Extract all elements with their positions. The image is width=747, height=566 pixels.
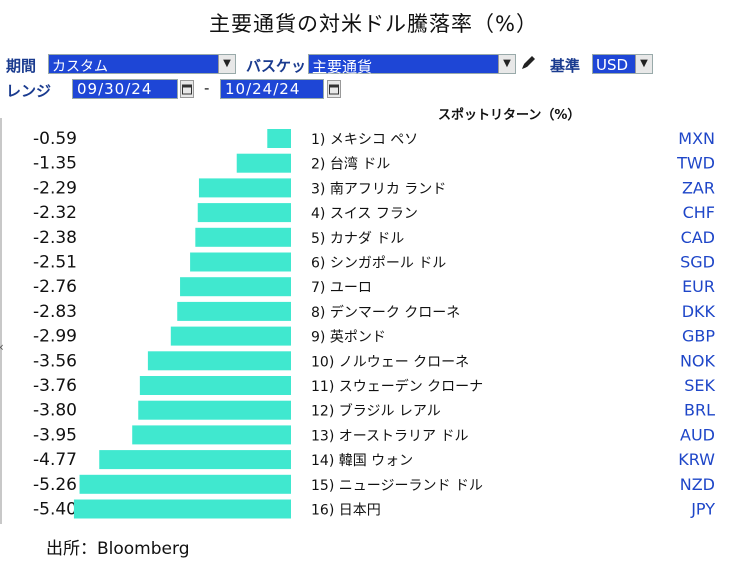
category-label: 12) ブラジル レアル: [311, 403, 441, 420]
currency-code: JPY: [690, 500, 715, 519]
category-label: 10) ノルウェー クローネ: [311, 354, 469, 370]
value-label: -2.51: [33, 253, 77, 273]
value-label: -1.35: [33, 154, 77, 174]
scroll-edge: [0, 118, 2, 524]
category-label: 9) 英ポンド: [311, 329, 386, 346]
bar: [197, 203, 291, 223]
calendar-icon[interactable]: [180, 80, 194, 98]
bar: [236, 153, 291, 173]
currency-code: SEK: [684, 376, 715, 395]
column-header: スポットリターン（%）: [438, 108, 581, 123]
base-currency-dropdown[interactable]: USD ▼: [592, 54, 653, 74]
currency-code: AUD: [680, 425, 715, 444]
currency-code: TWD: [676, 154, 715, 173]
range-label: レンジ: [6, 82, 52, 100]
basket-dropdown[interactable]: 主要通貨 ▼: [308, 54, 516, 76]
category-label: 7) ユーロ: [311, 280, 372, 296]
value-label: -2.99: [33, 327, 77, 347]
end-date-value: 10/24/24: [225, 80, 301, 98]
bar: [73, 499, 291, 519]
bar: [190, 252, 291, 272]
currency-code: CHF: [683, 203, 715, 222]
category-label: 16) 日本円: [311, 503, 381, 519]
category-label: 6) シンガポール ドル: [311, 256, 446, 272]
base-label: 基準: [550, 57, 581, 75]
category-label: 2) 台湾 ドル: [311, 156, 390, 173]
period-dropdown[interactable]: カスタム ▼: [48, 54, 236, 75]
start-date-value: 09/30/24: [77, 80, 153, 98]
value-label: -4.77: [33, 450, 77, 470]
currency-code: KRW: [678, 450, 715, 469]
chevron-down-icon[interactable]: ▼: [218, 55, 235, 73]
bar: [139, 376, 291, 395]
period-value: カスタム: [52, 59, 108, 75]
currency-code: NZD: [680, 475, 715, 494]
currency-code: NOK: [680, 351, 716, 370]
category-label: 14) 韓国 ウォン: [311, 453, 413, 469]
basket-value: 主要通貨: [312, 58, 373, 76]
value-label: -2.83: [33, 302, 77, 322]
period-label: 期間: [6, 57, 37, 75]
bar: [267, 129, 291, 148]
bar: [170, 326, 291, 346]
value-label: -2.32: [33, 203, 77, 223]
category-label: 8) デンマーク クローネ: [311, 304, 460, 321]
bar: [195, 227, 291, 247]
start-date-input[interactable]: 09/30/24: [72, 79, 178, 99]
currency-code: SGD: [680, 253, 715, 272]
bar-chart: -0.59 1) メキシコ ペソ MXN -1.35 2) 台湾 ドル TWD -2.29 3…: [33, 129, 716, 520]
chevron-down-icon[interactable]: ▼: [498, 55, 515, 73]
calendar-icon[interactable]: [327, 80, 341, 98]
value-label: -0.59: [33, 129, 77, 149]
category-label: 13) オーストラリア ドル: [311, 428, 468, 444]
category-label: 4) スイス フラン: [311, 206, 418, 222]
value-label: -5.40: [33, 500, 77, 520]
bar: [79, 474, 291, 494]
category-label: 3) 南アフリカ ランド: [311, 181, 446, 197]
pencil-icon[interactable]: [520, 53, 538, 71]
category-label: 1) メキシコ ペソ: [311, 132, 418, 148]
currency-code: BRL: [684, 401, 715, 420]
value-label: -2.29: [33, 178, 77, 198]
currency-code: EUR: [682, 277, 715, 296]
category-label: 15) ニュージーランド ドル: [311, 478, 483, 494]
currency-code: DKK: [682, 302, 716, 321]
value-label: -5.26: [33, 475, 77, 495]
currency-code: CAD: [681, 228, 715, 247]
bar: [177, 301, 291, 321]
value-label: -3.95: [33, 425, 77, 445]
currency-code: GBP: [682, 327, 715, 346]
value-label: -3.80: [33, 401, 77, 421]
bar: [99, 450, 291, 470]
basket-label: バスケット: [246, 57, 322, 75]
bar: [147, 351, 291, 371]
currency-code: ZAR: [682, 178, 715, 197]
value-label: -2.76: [33, 277, 77, 297]
date-range-separator: -: [204, 79, 210, 97]
chart-title: 主要通貨の対米ドル騰落率（%）: [209, 12, 538, 36]
bar: [132, 425, 291, 445]
chevron-left-icon[interactable]: ‹: [0, 340, 4, 354]
bar: [180, 277, 291, 297]
value-label: -3.56: [33, 351, 77, 371]
chevron-down-icon[interactable]: ▼: [635, 55, 652, 73]
category-label: 5) カナダ ドル: [311, 231, 404, 247]
value-label: -2.38: [33, 228, 77, 248]
category-label: 11) スウェーデン クローナ: [311, 378, 483, 395]
value-label: -3.76: [33, 376, 77, 396]
bar: [138, 400, 291, 420]
bar: [198, 178, 291, 198]
source-note: 出所：Bloomberg: [46, 539, 190, 559]
base-value: USD: [596, 56, 629, 74]
currency-code: MXN: [678, 129, 715, 148]
end-date-input[interactable]: 10/24/24: [220, 79, 324, 99]
